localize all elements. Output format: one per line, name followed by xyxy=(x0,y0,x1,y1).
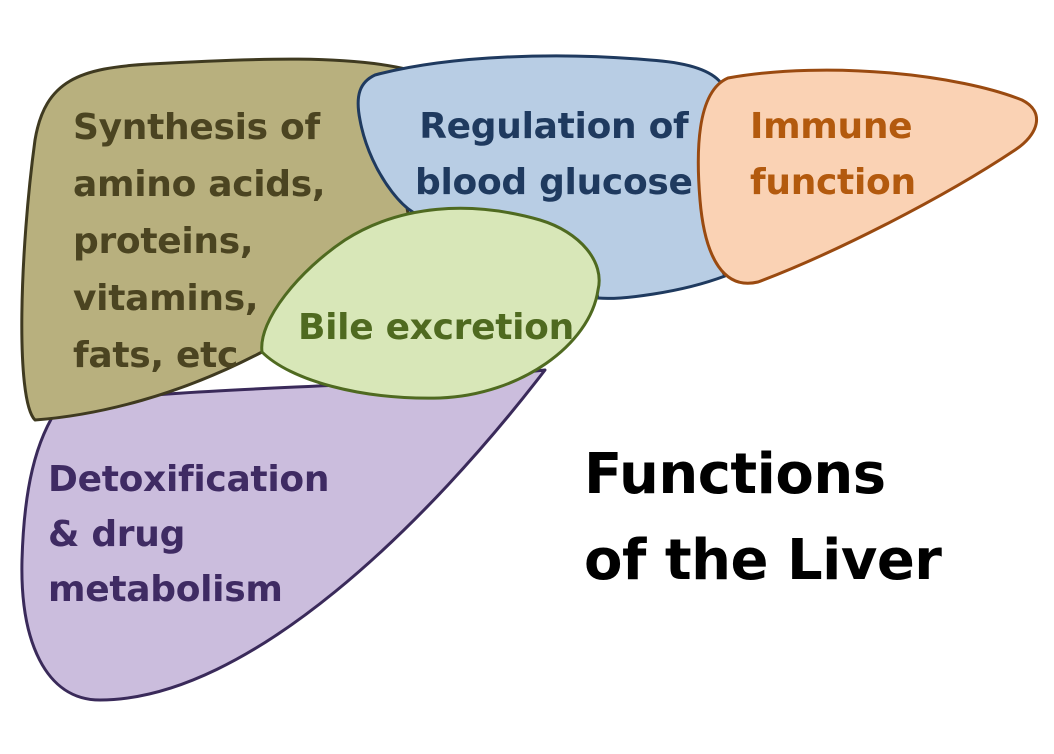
immune-line-1: Immune xyxy=(750,106,913,147)
detox-line-1: Detoxification xyxy=(48,459,330,500)
immune-label: Immune function xyxy=(750,99,916,211)
synthesis-line-2: amino acids, xyxy=(73,164,326,205)
detox-label: Detoxification & drug metabolism xyxy=(48,452,329,617)
detox-line-2: & drug xyxy=(48,514,186,555)
synthesis-line-1: Synthesis of xyxy=(73,107,320,148)
bile-region xyxy=(260,206,601,400)
synthesis-label: Synthesis of amino acids, proteins, vita… xyxy=(73,99,326,384)
glucose-region xyxy=(356,54,729,300)
synthesis-line-4: vitamins, xyxy=(73,278,259,319)
detox-line-3: metabolism xyxy=(48,569,283,610)
bile-line-1: Bile excretion xyxy=(298,307,574,348)
immune-region xyxy=(696,68,1039,285)
bile-label: Bile excretion xyxy=(298,308,574,348)
glucose-line-1: Regulation of xyxy=(419,106,689,147)
synthesis-line-5: fats, etc xyxy=(73,335,239,376)
title-line-1: Functions xyxy=(584,442,886,507)
synthesis-line-3: proteins, xyxy=(73,221,254,262)
diagram-title: Functions of the Liver xyxy=(584,432,942,604)
detox-region xyxy=(20,368,547,702)
immune-line-2: function xyxy=(750,162,916,203)
title-line-2: of the Liver xyxy=(584,528,942,593)
glucose-label: Regulation of blood glucose xyxy=(415,99,693,211)
glucose-line-2: blood glucose xyxy=(415,162,693,203)
